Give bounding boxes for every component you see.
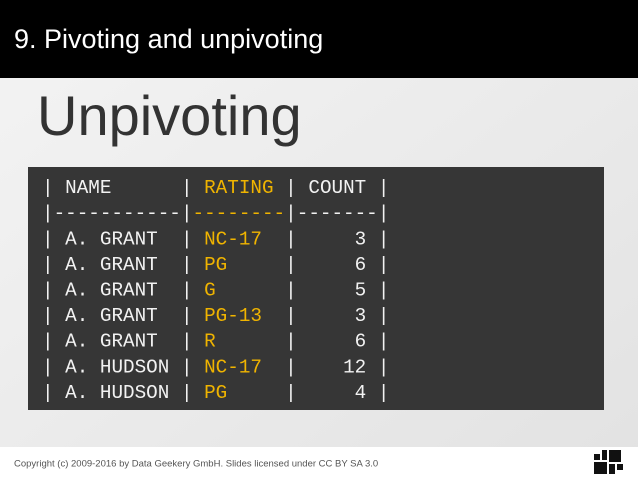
pipe: | — [181, 356, 193, 378]
rating-cell: NC-17 — [204, 356, 262, 378]
separator: -------- — [193, 203, 286, 225]
pipe: | — [378, 382, 390, 404]
logo — [594, 450, 623, 474]
column-header: RATING — [204, 177, 273, 199]
pipe: | — [285, 382, 297, 404]
rating-cell: R — [204, 331, 216, 353]
pipe: | — [42, 177, 54, 199]
name-cell: A. GRANT — [65, 228, 158, 250]
pipe: | — [285, 228, 297, 250]
pipe: | — [181, 305, 193, 327]
heading: Unpivoting — [37, 84, 302, 147]
name-cell: A. GRANT — [65, 279, 158, 301]
pipe: | — [378, 305, 390, 327]
column-header: NAME — [65, 177, 111, 199]
separator: ----------- — [54, 203, 181, 225]
slide-title: 9. Pivoting and unpivoting — [14, 24, 323, 54]
pipe: | — [181, 254, 193, 276]
rating-cell: PG — [204, 254, 227, 276]
pipe: | — [181, 228, 193, 250]
pipe: | — [42, 382, 54, 404]
separator: ------- — [297, 203, 378, 225]
pipe: | — [285, 279, 297, 301]
pipe: | — [378, 177, 390, 199]
pipe: | — [378, 279, 390, 301]
pipe: | — [42, 279, 54, 301]
pipe: | — [285, 177, 297, 199]
count-cell: 4 — [355, 382, 367, 404]
copyright: Copyright (c) 2009-2016 by Data Geekery … — [14, 459, 378, 470]
count-cell: 12 — [343, 356, 366, 378]
count-cell: 6 — [355, 254, 367, 276]
title-bar — [0, 0, 638, 78]
pipe: | — [42, 356, 54, 378]
pipe: | — [378, 331, 390, 353]
pipe: | — [378, 254, 390, 276]
pipe: | — [181, 203, 193, 225]
pipe: | — [378, 228, 390, 250]
pipe: | — [42, 305, 54, 327]
pipe: | — [181, 331, 193, 353]
pipe: | — [285, 305, 297, 327]
pipe: | — [285, 203, 297, 225]
rating-cell: G — [204, 279, 216, 301]
column-header: COUNT — [308, 177, 366, 199]
pipe: | — [181, 382, 193, 404]
count-cell: 3 — [355, 305, 367, 327]
rating-cell: NC-17 — [204, 228, 262, 250]
name-cell: A. GRANT — [65, 254, 158, 276]
pipe: | — [42, 228, 54, 250]
rating-cell: PG-13 — [204, 305, 262, 327]
rating-cell: PG — [204, 382, 227, 404]
pipe: | — [285, 331, 297, 353]
table: | | | |NAME RATING COUNT| | | |----------- ------… — [42, 177, 389, 404]
pipe: | — [378, 356, 390, 378]
pipe: | — [42, 331, 54, 353]
name-cell: A. GRANT — [65, 305, 158, 327]
code-box — [28, 167, 604, 410]
count-cell: 5 — [355, 279, 367, 301]
pipe: | — [42, 203, 54, 225]
pipe: | — [181, 177, 193, 199]
count-cell: 3 — [355, 228, 367, 250]
name-cell: A. HUDSON — [65, 382, 169, 404]
count-cell: 6 — [355, 331, 367, 353]
pipe: | — [378, 203, 390, 225]
pipe: | — [285, 356, 297, 378]
pipe: | — [285, 254, 297, 276]
pipe: | — [181, 279, 193, 301]
pipe: | — [42, 254, 54, 276]
name-cell: A. GRANT — [65, 331, 158, 353]
footer-bar — [0, 447, 638, 479]
name-cell: A. HUDSON — [65, 356, 169, 378]
